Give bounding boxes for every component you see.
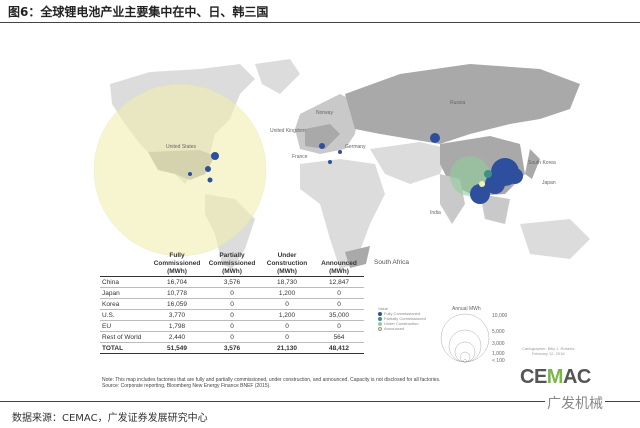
col-partially: Partially Commissioned (MWh) bbox=[204, 252, 260, 277]
world-map: United States Norway United Kingdom Fran… bbox=[93, 59, 590, 269]
us-announced-bubble bbox=[93, 83, 267, 257]
svg-text:Annual MWh: Annual MWh bbox=[452, 306, 481, 312]
table-cell: 35,000 bbox=[314, 309, 364, 321]
table-row: Rest of World 2,440 0 0 564 bbox=[100, 331, 364, 343]
source-citation: Source: Corporate reporting, Bloomberg N… bbox=[102, 383, 271, 389]
svg-text:10,000: 10,000 bbox=[492, 313, 508, 319]
label-japan: Japan bbox=[542, 180, 556, 186]
table-cell: 2,440 bbox=[150, 331, 204, 343]
figure-title: 图6：全球锂电池产业主要集中在中、日、韩三国 bbox=[8, 5, 269, 19]
bottom-divider bbox=[0, 401, 640, 402]
greenland bbox=[255, 59, 300, 94]
svg-text:5,000: 5,000 bbox=[492, 329, 505, 335]
table-cell: 12,847 bbox=[314, 276, 364, 288]
watermark: 广发机械 bbox=[545, 393, 605, 413]
table-cell: 16,704 bbox=[150, 276, 204, 288]
row-label: Rest of World bbox=[100, 331, 150, 343]
legend-item: Partially Commissioned bbox=[378, 316, 426, 321]
total-cell: 48,412 bbox=[314, 342, 364, 354]
row-label: Korea bbox=[100, 298, 150, 310]
total-cell: 51,549 bbox=[150, 342, 204, 354]
table-cell: 0 bbox=[314, 320, 364, 332]
label-norway: Norway bbox=[316, 110, 333, 116]
label-india: India bbox=[430, 210, 441, 216]
table-cell: 16,059 bbox=[150, 298, 204, 310]
table-cell: 0 bbox=[260, 331, 314, 343]
table-row: Japan 10,778 0 1,200 0 bbox=[100, 287, 364, 299]
table-row: China 16,704 3,576 18,730 12,847 bbox=[100, 276, 364, 288]
table-row: U.S. 3,770 0 1,200 35,000 bbox=[100, 309, 364, 321]
russia bbox=[345, 64, 580, 144]
label-south-africa: South Africa bbox=[374, 259, 409, 266]
africa bbox=[300, 159, 385, 269]
row-label: EU bbox=[100, 320, 150, 332]
label-south-korea: South Korea bbox=[528, 160, 556, 166]
table-cell: 0 bbox=[260, 320, 314, 332]
legend-title: Value bbox=[378, 306, 388, 311]
svg-text:< 100: < 100 bbox=[492, 358, 505, 364]
table-cell: 0 bbox=[314, 287, 364, 299]
total-cell: TOTAL bbox=[100, 342, 150, 354]
legend-item: Fully Commissioned bbox=[378, 311, 426, 316]
col-under: Under Construction (MWh) bbox=[260, 252, 314, 277]
label-france: France bbox=[292, 154, 308, 160]
col-announced: Announced (MWh) bbox=[314, 252, 364, 277]
cartographer-credit: Cartographer: Billy J. Roberts February 1… bbox=[522, 346, 575, 356]
australia bbox=[520, 219, 590, 259]
legend-item: Announced bbox=[378, 326, 426, 331]
table-cell: 0 bbox=[204, 320, 260, 332]
capacity-table: Fully Commissioned (MWh) Partially Commi… bbox=[100, 252, 364, 354]
table-cell: 1,200 bbox=[260, 287, 314, 299]
note-text: Note: This map includes factories that a… bbox=[102, 377, 441, 383]
total-cell: 3,576 bbox=[204, 342, 260, 354]
row-label: Japan bbox=[100, 287, 150, 299]
table-note: Note: This map includes factories that a… bbox=[102, 377, 440, 389]
table-cell: 3,576 bbox=[204, 276, 260, 288]
table-total-row: TOTAL 51,549 3,576 21,130 48,412 bbox=[100, 342, 364, 354]
row-label: U.S. bbox=[100, 309, 150, 321]
table-cell: 0 bbox=[204, 287, 260, 299]
label-germany: Germany bbox=[345, 144, 366, 150]
table-cell: 0 bbox=[204, 298, 260, 310]
table-cell: 10,778 bbox=[150, 287, 204, 299]
map-legend: Value Fully Commissioned Partially Commi… bbox=[378, 306, 426, 331]
table-cell: 18,730 bbox=[260, 276, 314, 288]
japan bbox=[525, 149, 540, 179]
title-divider bbox=[0, 22, 640, 23]
table-header: Fully Commissioned (MWh) Partially Commi… bbox=[100, 252, 364, 277]
label-united-states: United States bbox=[166, 144, 197, 150]
svg-text:3,000: 3,000 bbox=[492, 341, 505, 347]
table-cell: 0 bbox=[260, 298, 314, 310]
table-cell: 0 bbox=[204, 331, 260, 343]
legend-item: Under Construction bbox=[378, 321, 426, 326]
label-russia: Russia bbox=[450, 100, 466, 106]
table-row: EU 1,798 0 0 0 bbox=[100, 320, 364, 332]
table-cell: 564 bbox=[314, 331, 364, 343]
table-cell: 1,200 bbox=[260, 309, 314, 321]
table-cell: 1,798 bbox=[150, 320, 204, 332]
table-cell: 0 bbox=[314, 298, 364, 310]
col-fully: Fully Commissioned (MWh) bbox=[150, 252, 204, 277]
svg-text:1,000: 1,000 bbox=[492, 351, 505, 357]
total-cell: 21,130 bbox=[260, 342, 314, 354]
cemac-logo: CEMAC bbox=[520, 366, 591, 388]
label-united-kingdom: United Kingdom bbox=[270, 128, 306, 134]
data-source: 数据来源：CEMAC，广发证券发展研究中心 bbox=[12, 413, 208, 424]
table-row: Korea 16,059 0 0 0 bbox=[100, 298, 364, 310]
table-cell: 3,770 bbox=[150, 309, 204, 321]
row-label: China bbox=[100, 276, 150, 288]
size-legend: Annual MWh 10,000 5,000 3,000 1,000 < 10… bbox=[440, 306, 508, 364]
table-cell: 0 bbox=[204, 309, 260, 321]
